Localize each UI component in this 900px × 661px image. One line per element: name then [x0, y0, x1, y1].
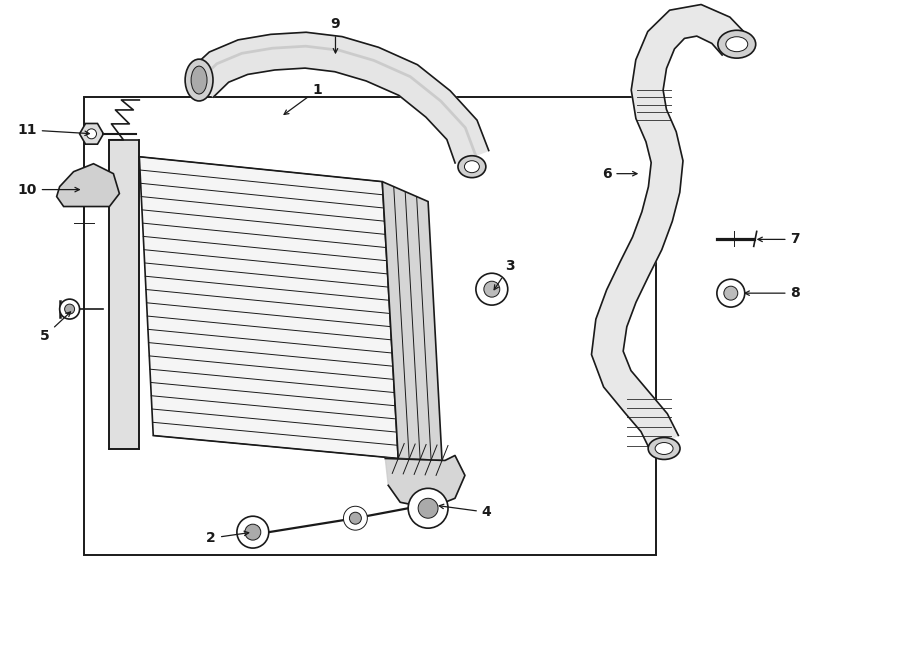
Polygon shape — [189, 32, 489, 163]
Circle shape — [418, 498, 438, 518]
Text: 5: 5 — [40, 312, 70, 343]
Text: 11: 11 — [17, 123, 89, 137]
Circle shape — [476, 273, 508, 305]
Circle shape — [717, 279, 745, 307]
Bar — [84, 97, 656, 555]
Circle shape — [409, 488, 448, 528]
Ellipse shape — [458, 156, 486, 178]
Polygon shape — [110, 140, 140, 449]
Circle shape — [237, 516, 269, 548]
Ellipse shape — [191, 66, 207, 94]
Ellipse shape — [648, 438, 680, 459]
Polygon shape — [385, 455, 465, 508]
Ellipse shape — [655, 442, 673, 455]
Circle shape — [86, 129, 96, 139]
Text: 9: 9 — [330, 17, 340, 53]
Text: 8: 8 — [745, 286, 800, 300]
Ellipse shape — [185, 59, 213, 101]
Text: 4: 4 — [439, 504, 491, 520]
Circle shape — [724, 286, 738, 300]
Polygon shape — [382, 182, 442, 461]
Polygon shape — [79, 124, 104, 144]
Text: 3: 3 — [494, 259, 515, 290]
Text: 2: 2 — [206, 531, 248, 545]
Polygon shape — [591, 5, 745, 449]
Circle shape — [344, 506, 367, 530]
Ellipse shape — [718, 30, 756, 58]
Text: 1: 1 — [284, 83, 322, 114]
Circle shape — [65, 304, 75, 314]
Text: 6: 6 — [602, 167, 637, 180]
Polygon shape — [57, 164, 120, 206]
Circle shape — [349, 512, 362, 524]
Circle shape — [59, 299, 79, 319]
Text: 10: 10 — [17, 182, 79, 196]
Text: 7: 7 — [758, 233, 800, 247]
Ellipse shape — [464, 161, 480, 173]
Polygon shape — [140, 157, 398, 459]
Circle shape — [484, 281, 500, 297]
Ellipse shape — [725, 37, 748, 52]
Circle shape — [245, 524, 261, 540]
